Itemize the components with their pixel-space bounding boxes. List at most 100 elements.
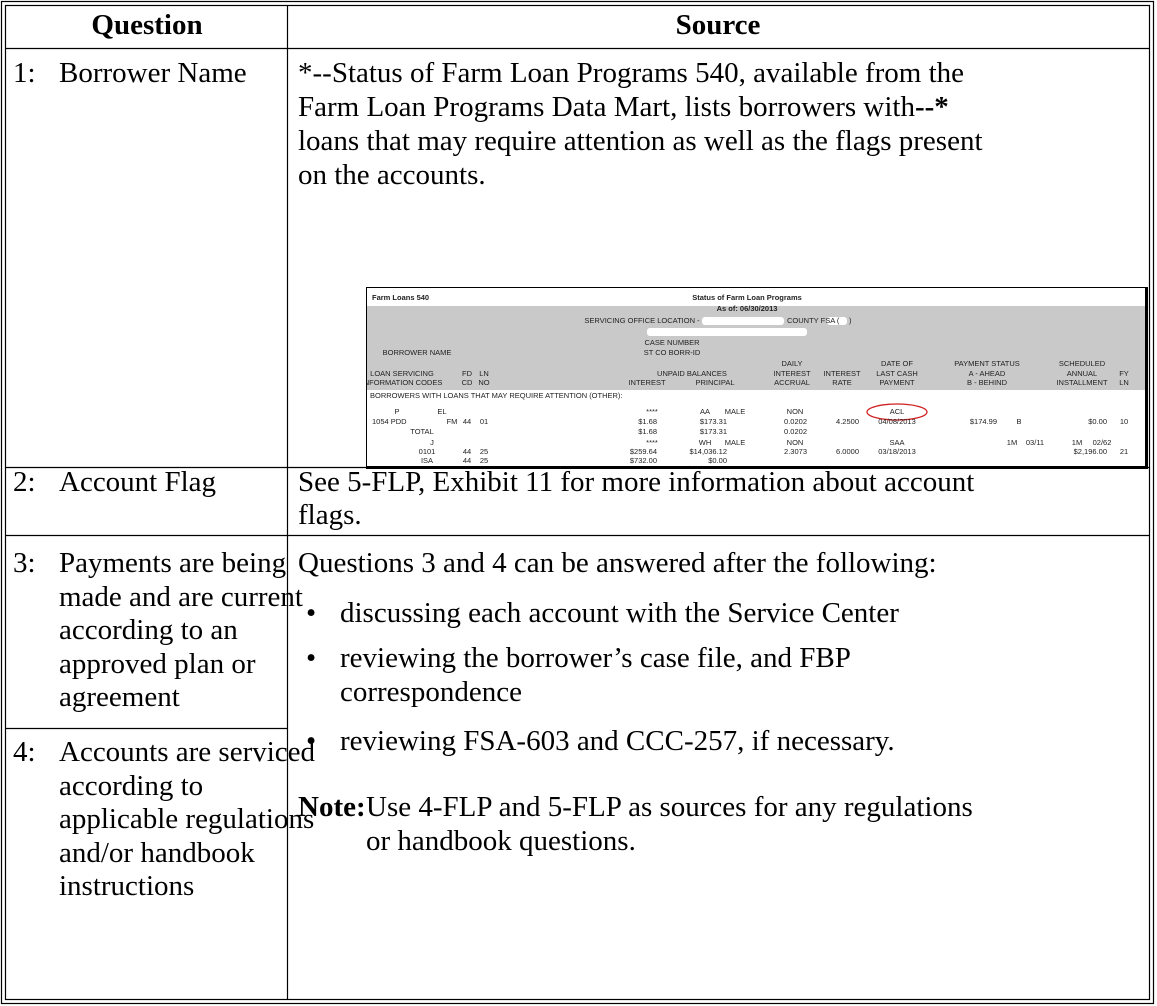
report-text: 03/18/2013 (878, 447, 916, 456)
bullet-text: reviewing FSA-603 and CCC-257, if necess… (340, 725, 895, 757)
report-text: As of: 06/30/2013 (716, 304, 778, 313)
report-text: 0.0202 (784, 427, 807, 436)
source-line: *--Status of Farm Loan Programs 540, ava… (298, 57, 965, 89)
source-intro: Questions 3 and 4 can be answered after … (298, 547, 937, 579)
redaction (702, 317, 784, 325)
report-text: FY (1119, 369, 1129, 378)
report-text: 02/62 (1092, 438, 1112, 447)
report-text: CD (461, 378, 473, 387)
report-text: NON (786, 407, 804, 416)
report-text: $732.00 (629, 456, 657, 465)
report-text: 04/08/2013 (878, 417, 916, 426)
report-text: LAST CASH (876, 369, 918, 378)
source-line: Farm Loan Programs Data Mart, lists borr… (298, 90, 949, 124)
source-line: See 5-FLP, Exhibit 11 for more informati… (298, 466, 975, 498)
report-text: UNPAID BALANCES (657, 369, 727, 378)
report-text: LOAN SERVICING (370, 369, 434, 378)
report-text: 6.0000 (836, 447, 859, 456)
redaction (647, 328, 807, 336)
report-text: 01 (479, 417, 489, 426)
report-text: TOTAL (410, 427, 434, 436)
source-text: Farm Loan Programs Data Mart, lists borr… (298, 91, 915, 123)
report-text: B - BEHIND (966, 378, 1008, 387)
report-text: 4.2500 (836, 417, 859, 426)
report-text: LN (1119, 378, 1129, 387)
bullet: • (306, 642, 317, 674)
report-text: INFORMATION CODES (366, 378, 443, 387)
report-text: 25 (479, 447, 489, 456)
report-text: ACCRUAL (774, 378, 810, 387)
report-text: Status of Farm Loan Programs (692, 293, 802, 302)
note-text: Use 4-FLP and 5-FLP as sources for any r… (366, 791, 973, 823)
inner-border (4, 4, 1151, 1001)
report-text: INTEREST (628, 378, 666, 387)
report-text: INTEREST (773, 369, 811, 378)
report-text: CASE NUMBER (644, 338, 700, 347)
report-text: 03/11 (1025, 438, 1045, 447)
report-text: 21 (1119, 447, 1129, 456)
report-text: 0.0202 (784, 417, 807, 426)
report-text: BORROWERS WITH LOANS THAT MAY REQUIRE AT… (370, 391, 623, 400)
report-text: ANNUAL (1066, 369, 1098, 378)
bullet: • (306, 597, 317, 629)
report-text: PRINCIPAL (695, 378, 735, 387)
question-line: applicable regulations (59, 803, 315, 835)
question: Borrower Name (59, 57, 247, 89)
report-text: 0101 (418, 447, 436, 456)
report-screenshot: Farm Loans 540 Status of Farm Loan Progra… (366, 287, 1148, 469)
report-text: 1M (1071, 438, 1083, 447)
report-text: **** (646, 407, 658, 416)
report-text: 44 (462, 456, 472, 465)
report-text: BORROWER NAME (382, 348, 452, 357)
report-text: MALE (724, 438, 746, 447)
report-text: J (430, 438, 434, 447)
source-line: loans that may require attention as well… (298, 125, 983, 157)
header-question: Question (91, 9, 203, 41)
question-line: Accounts are serviced (59, 736, 316, 768)
report-text: B (1016, 417, 1022, 426)
note-text: or handbook questions. (366, 825, 636, 857)
report-text: DAILY (781, 359, 803, 368)
report-text: 1054 PDD (372, 417, 407, 426)
report-text: 10 (1119, 417, 1129, 426)
report-text: **** (646, 438, 658, 447)
report-text: INTEREST (823, 369, 861, 378)
report-text: Farm Loans 540 (372, 293, 430, 302)
source-line: flags. (298, 499, 362, 531)
report-text: 44 (462, 447, 472, 456)
bullet-text: reviewing the borrower’s case file, and … (340, 642, 851, 674)
report-text: SERVICING OFFICE LOCATION - (584, 316, 700, 325)
report-text: 44 (462, 417, 472, 426)
report-text: ACL (889, 407, 905, 416)
question-line: approved plan or (59, 647, 256, 680)
question-line: made and are current (59, 580, 303, 613)
report-text: PAYMENT STATUS (954, 359, 1020, 368)
report-text: $1.68 (638, 427, 657, 436)
bullet-text: discussing each account with the Service… (340, 597, 899, 629)
row-number: 1: (13, 57, 36, 89)
report-text: $0.00 (1088, 417, 1107, 426)
source-line: on the accounts. (298, 159, 486, 191)
report-text: $173.31 (699, 427, 727, 436)
report-text: FD (462, 369, 472, 378)
question-line: according to (59, 769, 204, 802)
report-text: A - AHEAD (968, 369, 1006, 378)
report-text: 25 (479, 456, 489, 465)
report-text: PAYMENT (879, 378, 915, 387)
bullet-text: correspondence (340, 676, 522, 708)
report-text: COUNTY FSA ( (787, 316, 840, 325)
question-line: and/or handbook (59, 836, 255, 869)
report-text: LN (479, 369, 489, 378)
question-line: instructions (59, 870, 195, 902)
question-line: agreement (59, 681, 180, 713)
bullet: • (306, 725, 317, 757)
question: Account Flag (59, 466, 217, 498)
report-text: FM (446, 417, 458, 426)
report-text: $1.68 (638, 417, 657, 426)
header-source: Source (675, 9, 761, 41)
highlight-circle (866, 403, 928, 421)
report-text: MALE (724, 407, 746, 416)
report-text: 2.3073 (784, 447, 807, 456)
report-text: $0.00 (708, 456, 727, 465)
